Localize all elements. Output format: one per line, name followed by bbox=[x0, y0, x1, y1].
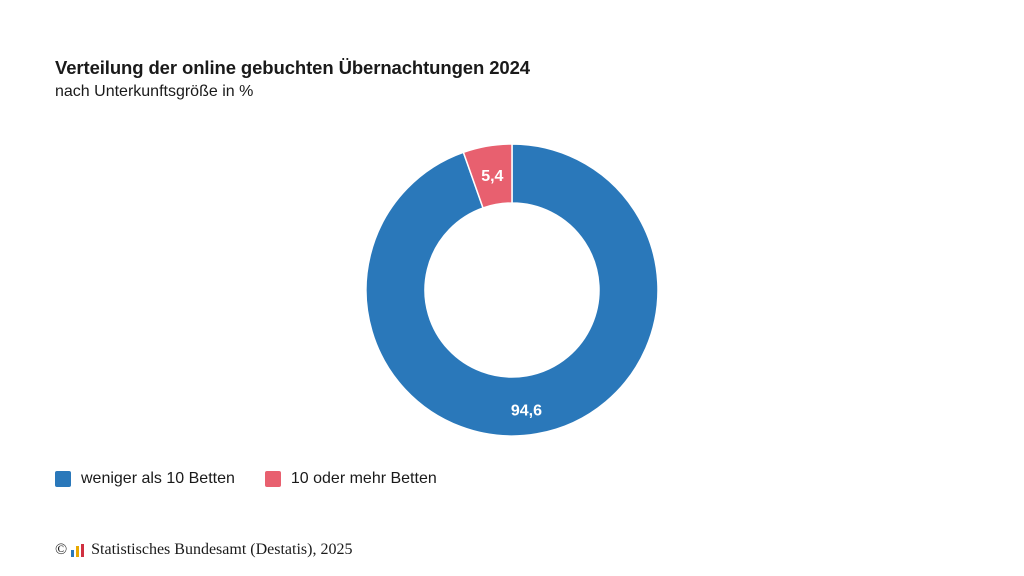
source-footer: © Statistisches Bundesamt (Destatis), 20… bbox=[55, 541, 352, 559]
legend-item-large[interactable]: 10 oder mehr Betten bbox=[264, 470, 437, 488]
donut-slice-0[interactable] bbox=[365, 143, 659, 437]
source-text: Statistisches Bundesamt (Destatis), 2025 bbox=[91, 541, 353, 558]
donut-slice-1[interactable] bbox=[462, 143, 513, 209]
legend-item-small[interactable]: weniger als 10 Betten bbox=[55, 470, 235, 488]
legend-label: 10 oder mehr Betten bbox=[290, 470, 437, 487]
legend-label: weniger als 10 Betten bbox=[81, 470, 235, 487]
chart-title: Verteilung der online gebuchten Übernach… bbox=[55, 57, 530, 78]
chart-subtitle: nach Unterkunftsgröße in % bbox=[55, 83, 254, 100]
legend: weniger als 10 Betten 10 oder mehr Bette… bbox=[55, 470, 467, 488]
legend-swatch bbox=[55, 471, 71, 487]
copyright-symbol: © bbox=[55, 541, 68, 558]
data-label-1: 5,4 bbox=[481, 168, 503, 185]
data-label-0: 94,6 bbox=[511, 403, 542, 420]
destatis-logo-icon bbox=[71, 543, 85, 557]
legend-swatch bbox=[264, 471, 281, 487]
